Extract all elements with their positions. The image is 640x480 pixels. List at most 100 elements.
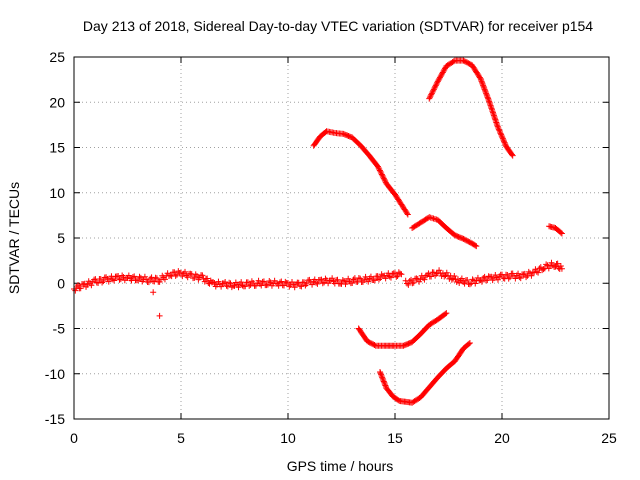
- data-point: [473, 243, 480, 250]
- data-point: [484, 94, 491, 101]
- data-point: [558, 230, 565, 237]
- data-point: [557, 262, 564, 269]
- data-point: [224, 283, 231, 290]
- data-point: [466, 339, 473, 346]
- data-point: [260, 278, 267, 285]
- y-tick-label: 5: [57, 230, 65, 246]
- grid-lines: [74, 57, 609, 419]
- data-point: [150, 289, 157, 296]
- data-point: [465, 340, 472, 347]
- data-point: [548, 259, 555, 266]
- data-point: [167, 272, 174, 279]
- data-point: [532, 266, 539, 273]
- data-point: [120, 274, 127, 281]
- x-tick-label: 0: [70, 430, 78, 446]
- data-point: [488, 273, 495, 280]
- data-point: [72, 287, 79, 294]
- data-point: [485, 95, 492, 102]
- data-point: [156, 312, 163, 319]
- data-point: [427, 92, 434, 99]
- data-point: [382, 275, 389, 282]
- data-point: [436, 267, 443, 274]
- data-point: [379, 375, 386, 382]
- data-point: [428, 91, 435, 98]
- data-point: [244, 279, 251, 286]
- x-tick-label: 25: [601, 430, 617, 446]
- plot-frame: [73, 56, 610, 420]
- data-point: [367, 273, 374, 280]
- data-point: [404, 210, 411, 217]
- y-axis-label: SDTVAR / TECUs: [6, 182, 22, 294]
- data-point: [226, 279, 233, 286]
- y-axis-ticks: -15 -10 -5 0 5 10 15 20 25: [45, 49, 609, 427]
- series-arc-top: [426, 57, 516, 159]
- data-point: [105, 278, 112, 285]
- data-point: [228, 284, 235, 291]
- data-point: [182, 268, 189, 275]
- data-point: [298, 283, 305, 290]
- data-point: [443, 269, 450, 276]
- data-point: [500, 138, 507, 145]
- data-point: [355, 274, 362, 281]
- data-point: [375, 164, 382, 171]
- data-point: [476, 74, 483, 81]
- data-point: [433, 81, 440, 88]
- data-point: [379, 374, 386, 381]
- data-point: [210, 279, 217, 286]
- data-point: [450, 58, 457, 65]
- data-point: [436, 74, 443, 81]
- data-point: [492, 271, 499, 278]
- data-point: [528, 272, 535, 279]
- data-point: [377, 368, 384, 375]
- series-arc-lower-1: [355, 310, 450, 349]
- series-baseline-2: [402, 259, 565, 288]
- data-point: [77, 285, 84, 292]
- data-point: [496, 127, 503, 134]
- data-point: [507, 274, 514, 281]
- data-point: [280, 282, 287, 289]
- data-point: [152, 274, 159, 281]
- y-tick-label: 25: [49, 49, 65, 65]
- data-point: [153, 275, 160, 282]
- data-point: [129, 274, 136, 281]
- data-point: [429, 89, 436, 96]
- data-point: [380, 175, 387, 182]
- data-point: [255, 277, 262, 284]
- data-point: [554, 260, 561, 267]
- data-point: [558, 265, 565, 272]
- data-point: [405, 281, 412, 288]
- data-point: [439, 70, 446, 77]
- data-point: [381, 381, 388, 388]
- data-point: [259, 278, 266, 285]
- data-point: [374, 163, 381, 170]
- data-point: [88, 282, 95, 289]
- data-point: [234, 281, 241, 288]
- data-point: [441, 273, 448, 280]
- data-point: [318, 276, 325, 283]
- data-point: [430, 86, 437, 93]
- data-point: [480, 83, 487, 90]
- data-point: [494, 276, 501, 283]
- data-point: [438, 72, 445, 79]
- data-point: [434, 79, 441, 86]
- y-tick-label: 10: [49, 185, 65, 201]
- data-point: [267, 279, 274, 286]
- data-point: [311, 276, 318, 283]
- data-point: [430, 269, 437, 276]
- x-axis-label: GPS time / hours: [287, 458, 394, 474]
- data-point: [442, 310, 449, 317]
- data-point: [378, 371, 385, 378]
- data-points: [71, 57, 565, 406]
- data-point: [100, 278, 107, 285]
- data-point: [425, 270, 432, 277]
- data-point: [309, 281, 316, 288]
- data-point: [371, 277, 378, 284]
- series-arc-upper-2: [409, 214, 480, 250]
- data-point: [515, 270, 522, 277]
- data-point: [377, 168, 384, 175]
- data-point: [116, 276, 123, 283]
- data-point: [498, 131, 505, 138]
- data-point: [201, 278, 208, 285]
- data-point: [319, 280, 326, 287]
- data-point: [380, 377, 387, 384]
